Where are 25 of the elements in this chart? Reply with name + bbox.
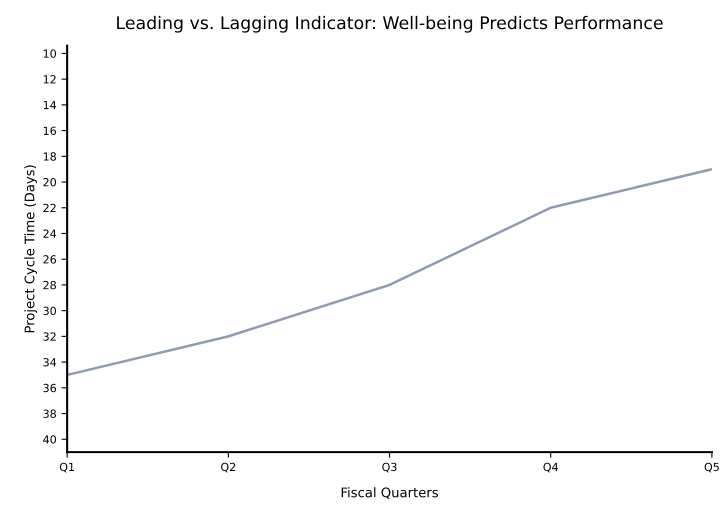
y-tick-label: 36 bbox=[43, 384, 56, 392]
y-tick-label: 32 bbox=[43, 332, 56, 341]
y-tick-label: 34 bbox=[43, 358, 56, 366]
y-tick-label: 38 bbox=[43, 410, 56, 418]
y-tick-label: 26 bbox=[43, 255, 56, 264]
y-tick-label: 28 bbox=[43, 280, 56, 290]
y-tick-label: 12 bbox=[44, 75, 56, 84]
y-tick-label: 14 bbox=[44, 101, 56, 110]
y-tick-label: 40 bbox=[43, 435, 56, 444]
y-tick-label: 18 bbox=[44, 152, 56, 161]
x-tick-label: Q4 bbox=[543, 462, 558, 472]
y-tick-label: 30 bbox=[43, 306, 56, 316]
y-tick-label: 10 bbox=[44, 49, 56, 58]
y-tick-label: 16 bbox=[44, 126, 56, 135]
y-tick-label: 24 bbox=[43, 229, 56, 238]
y-tick-label: 22 bbox=[43, 204, 56, 212]
x-axis-title: Fiscal Quarters bbox=[342, 487, 438, 499]
x-tick-label: Q3 bbox=[382, 462, 397, 472]
line-series bbox=[67, 168, 712, 376]
x-tick-label: Q5 bbox=[704, 462, 719, 472]
y-axis-title: Project Cycle Time (Days) bbox=[24, 165, 38, 332]
chart-title: Leading vs. Lagging Indicator: Well-being Predicts Performance bbox=[117, 16, 663, 33]
y-tick-label: 20 bbox=[43, 178, 56, 186]
x-tick-label: Q2 bbox=[221, 462, 236, 472]
x-tick-label: Q1 bbox=[60, 462, 74, 472]
